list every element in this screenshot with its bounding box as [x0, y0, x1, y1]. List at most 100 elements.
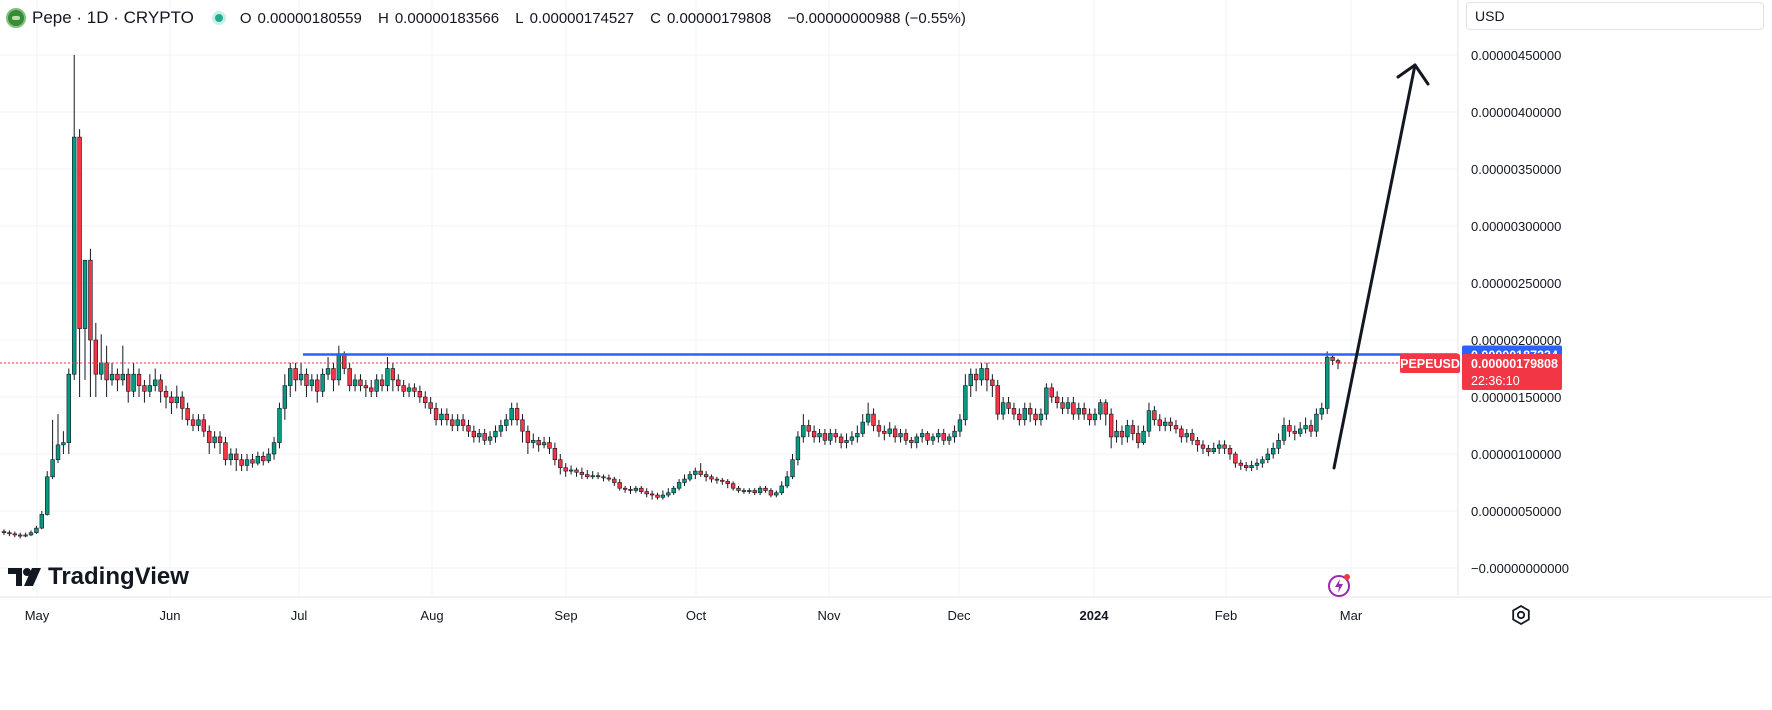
candle-body: [288, 368, 293, 386]
trend-arrow[interactable]: [1332, 63, 1430, 470]
candle: [1303, 417, 1308, 434]
candle: [892, 425, 898, 443]
candle-body: [660, 494, 666, 498]
candle: [790, 454, 795, 480]
candle: [1292, 425, 1297, 441]
candle: [957, 414, 963, 437]
price-tick-label: 0.00000200000: [1471, 333, 1561, 348]
candle-body: [363, 385, 369, 389]
candle: [914, 433, 919, 449]
candle: [1000, 397, 1006, 420]
candle: [1319, 402, 1324, 420]
candle-body: [979, 368, 984, 381]
trend-arrow-head: [1396, 63, 1430, 86]
candle: [23, 532, 28, 538]
candle-body: [644, 491, 649, 495]
candle: [1179, 425, 1184, 443]
candle-body: [374, 379, 379, 392]
candle-body: [606, 477, 612, 480]
candle: [855, 425, 860, 443]
candle-body: [498, 425, 504, 432]
candle: [266, 448, 271, 464]
candle-body: [693, 470, 698, 475]
candle-body: [423, 396, 428, 403]
candle-body: [1271, 447, 1276, 455]
candle: [682, 474, 687, 486]
candle-body: [838, 436, 844, 443]
price-axis[interactable]: 0.00000450000 0.00000400000 0.00000350000 0…: [1471, 48, 1569, 576]
candle-body: [509, 408, 514, 421]
symbol-name[interactable]: Pepe · 1D · CRYPTO: [32, 8, 194, 27]
time-tick-label: Sep: [554, 608, 577, 623]
currency-selector[interactable]: USD: [1466, 2, 1764, 30]
market-status-icon[interactable]: [211, 11, 226, 25]
candle-body: [682, 478, 687, 483]
candle: [126, 368, 131, 403]
time-tick-label: Jun: [160, 608, 181, 623]
candle: [990, 374, 995, 397]
candle: [1065, 397, 1071, 415]
candle-body: [99, 362, 104, 375]
candle: [1152, 406, 1157, 426]
settings-gear-icon[interactable]: [1510, 604, 1532, 626]
candle: [552, 442, 558, 466]
candle: [423, 391, 428, 409]
candle: [385, 357, 390, 392]
candle: [1022, 402, 1027, 426]
candle-body: [914, 436, 919, 443]
candle-body: [1287, 425, 1292, 432]
candle-body: [1, 531, 7, 533]
candle: [644, 488, 649, 498]
candle: [1168, 417, 1173, 432]
candle-body: [1330, 356, 1335, 361]
candle: [331, 362, 336, 392]
candle: [968, 368, 973, 397]
candle-body: [347, 368, 352, 386]
candle-body: [525, 430, 531, 443]
candle-body: [968, 373, 973, 386]
candle-body: [439, 413, 444, 421]
candle-body: [88, 259, 93, 341]
candle: [801, 414, 806, 443]
pepe-logo-icon: [6, 8, 26, 28]
change-value: −0.00000000988 (−0.55%): [787, 9, 966, 27]
candle-body: [1189, 433, 1195, 441]
candle: [725, 479, 730, 489]
candle: [196, 414, 201, 432]
candle-body: [1325, 356, 1330, 409]
symbol-header: Pepe · 1D · CRYPTO O 0.00000180559 H 0.000…: [6, 6, 972, 30]
candle: [963, 374, 968, 426]
candle: [887, 422, 892, 437]
candle: [1254, 458, 1260, 470]
candle-body: [277, 408, 282, 443]
candle-body: [28, 532, 34, 536]
lightning-icon[interactable]: [1326, 572, 1352, 598]
candle-body: [763, 487, 768, 491]
candle: [66, 368, 72, 454]
tradingview-logo[interactable]: TradingView: [8, 563, 189, 591]
candle-body: [1017, 413, 1022, 421]
candle: [55, 414, 61, 464]
candle-body: [1162, 421, 1168, 426]
candle: [1249, 460, 1254, 472]
candle: [207, 425, 212, 454]
candle: [180, 391, 185, 420]
candle-body: [579, 471, 585, 475]
candle: [18, 532, 23, 539]
candle-body: [1314, 413, 1319, 432]
candle: [250, 454, 255, 468]
candle-body: [568, 469, 574, 472]
candle-body: [520, 419, 525, 432]
candle-body: [147, 385, 153, 392]
candle: [1157, 414, 1162, 432]
candle: [585, 469, 590, 480]
time-axis[interactable]: May Jun Jul Aug Sep Oct Nov Dec 2024 Feb Mar: [25, 608, 1363, 623]
candle-body: [757, 487, 763, 494]
candle-body: [860, 421, 865, 434]
candle: [487, 431, 493, 445]
candle-body: [1195, 440, 1200, 446]
candle: [1314, 408, 1319, 437]
candle: [903, 428, 909, 445]
candle-body: [855, 433, 860, 438]
